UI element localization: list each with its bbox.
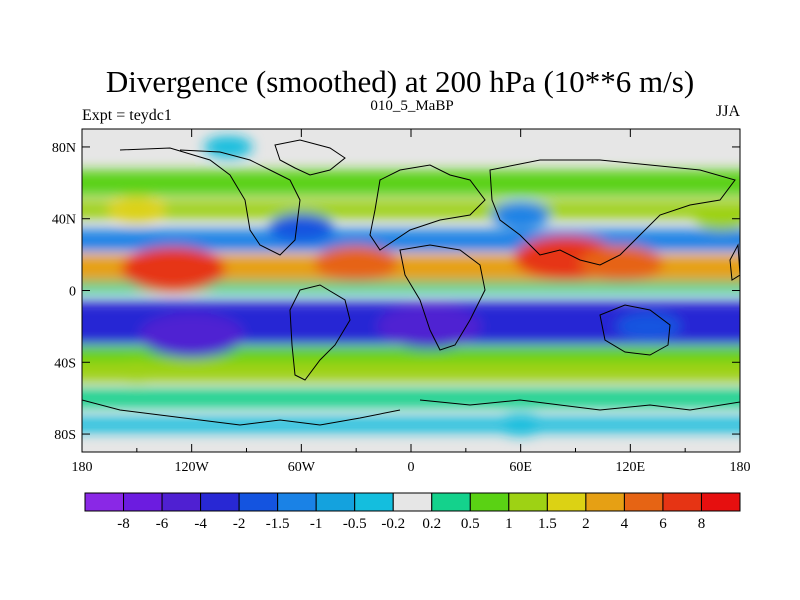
colorbar-box [585, 492, 625, 512]
y-tick-label: 80S [54, 428, 76, 443]
colorbar-box [700, 492, 741, 512]
field-blob [107, 196, 167, 223]
x-axis: 180 120W 60W 0 60E 120E 180 [72, 129, 751, 475]
field-band [82, 200, 740, 219]
divergence-field [82, 135, 740, 437]
field-blob [616, 312, 681, 341]
colorbar-box [200, 492, 240, 512]
field-blob [314, 245, 399, 282]
colorbar-label: -1.5 [266, 516, 290, 532]
x-tick-label: 120W [175, 460, 210, 475]
colorbar-box [546, 492, 587, 512]
colorbar-box [123, 492, 163, 512]
field-blob [139, 313, 244, 358]
chart-subtitle: 010_5_MaBP [370, 98, 453, 114]
y-tick-label: 40S [54, 356, 76, 371]
field-band [82, 281, 740, 293]
colorbar-label: 8 [698, 516, 706, 532]
colorbar-label: 4 [621, 516, 629, 532]
colorbar-label: 6 [659, 516, 667, 532]
field-blob [203, 135, 253, 158]
experiment-label: Expt = teydc1 [82, 107, 172, 124]
colorbar-label: -0.2 [381, 516, 405, 532]
y-tick-label: 40N [52, 213, 76, 228]
colorbar-box [469, 492, 510, 512]
colorbar-label: -0.5 [343, 516, 367, 532]
field-blob [496, 414, 546, 437]
colorbar-box [84, 492, 125, 512]
colorbar-label: -1 [310, 516, 323, 532]
colorbar-box [623, 492, 664, 512]
x-tick-label: 0 [408, 460, 415, 475]
field-band [82, 170, 740, 196]
map-area [82, 129, 740, 452]
x-tick-label: 120E [616, 460, 646, 475]
y-axis: 80N 40N 0 40S 80S [52, 141, 740, 443]
colorbar-box [392, 492, 433, 512]
colorbar-label: 1 [505, 516, 513, 532]
field-blob [694, 206, 740, 231]
x-tick-label: 60W [288, 460, 316, 475]
x-tick-label: 60E [509, 460, 532, 475]
colorbar-label: 0.5 [461, 516, 480, 532]
field-blob [579, 245, 664, 282]
colorbar: -8 -6 -4 -2 -1.5 -1 -0.5 -0.2 0.2 0.5 1 1.5 2 4 6 8 [84, 492, 741, 532]
colorbar-box [431, 492, 471, 512]
chart-title: Divergence (smoothed) at 200 hPa (10**6 … [106, 64, 694, 99]
colorbar-box [238, 492, 279, 512]
colorbar-box [161, 492, 202, 512]
colorbar-label: -2 [233, 516, 246, 532]
field-band [82, 360, 740, 383]
y-tick-label: 80N [52, 141, 76, 156]
field-blob [491, 202, 551, 229]
field-blob [109, 359, 164, 384]
x-tick-label: 180 [72, 460, 93, 475]
colorbar-label: 2 [582, 516, 590, 532]
colorbar-label: -6 [156, 516, 169, 532]
field-blob [269, 213, 334, 242]
colorbar-label: 1.5 [538, 516, 557, 532]
colorbar-box [508, 492, 548, 512]
colorbar-box [277, 492, 317, 512]
field-band [82, 389, 740, 408]
colorbar-box [354, 492, 394, 512]
colorbar-label: -4 [194, 516, 207, 532]
colorbar-label: -8 [117, 516, 130, 532]
coastlines [82, 139, 740, 426]
season-label: JJA [716, 103, 740, 120]
colorbar-box [662, 492, 702, 512]
field-blob [121, 246, 226, 291]
field-band [82, 417, 740, 433]
field-band [82, 346, 740, 361]
colorbar-box [315, 492, 356, 512]
y-tick-label: 0 [69, 285, 76, 300]
x-tick-label: 180 [730, 460, 751, 475]
colorbar-label: 0.2 [422, 516, 441, 532]
